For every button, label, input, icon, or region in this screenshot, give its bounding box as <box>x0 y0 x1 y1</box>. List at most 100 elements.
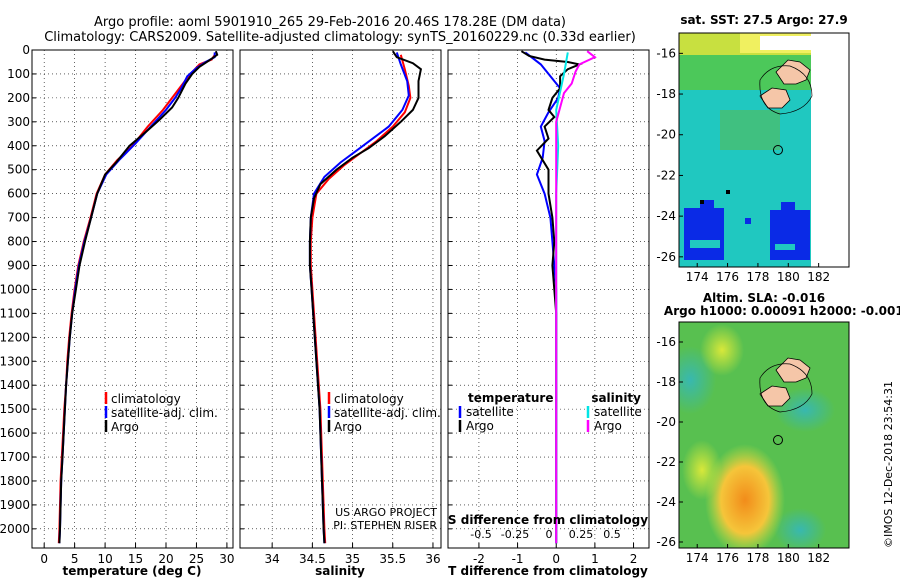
s-tick: 0 <box>546 528 553 541</box>
depth-tick-label: 1200 <box>0 330 30 344</box>
header-line2: Climatology: CARS2009. Satellite-adjuste… <box>44 30 636 45</box>
legend-s-satellite: satellite <box>594 405 642 419</box>
depth-tick-label: 1800 <box>0 474 30 488</box>
s-tick: 0.5 <box>603 528 621 541</box>
map-x-tick-label: 182 <box>807 270 830 284</box>
map-x-tick-label: 182 <box>807 551 830 565</box>
map-y-tick-label: -18 <box>656 87 676 101</box>
map-y-tick-label: -26 <box>656 250 676 264</box>
project-credit: US ARGO PROJECT <box>335 506 437 519</box>
map-x-tick-label: 174 <box>686 270 709 284</box>
x-tick-label: 25 <box>189 552 204 566</box>
map-y-tick-label: -22 <box>656 455 676 469</box>
map-y-tick-label: -18 <box>656 375 676 389</box>
header-line1: Argo profile: aoml 5901910_265 29-Feb-20… <box>94 15 566 30</box>
sla-map-frame <box>678 321 850 549</box>
depth-tick-label: 400 <box>7 139 30 153</box>
x-tick-label: 10 <box>97 552 112 566</box>
series-line <box>57 54 216 544</box>
map-y-tick-label: -20 <box>656 128 676 142</box>
map-y-tick-label: -24 <box>656 209 676 223</box>
sla-map-subtitle: Argo h1000: 0.00091 h2000: -0.0011 <box>664 304 900 318</box>
sst-map-title: sat. SST: 27.5 Argo: 27.9 <box>680 13 847 27</box>
depth-tick-label: 1700 <box>0 450 30 464</box>
legend-argo: Argo <box>111 420 139 434</box>
map-x-tick-label: 178 <box>746 551 769 565</box>
series-line <box>520 50 583 544</box>
s-diff-title: S difference from climatology <box>448 513 648 527</box>
legend-satellite: satellite-adj. clim. <box>111 406 218 420</box>
series-line <box>308 50 423 544</box>
salinity-xlabel: salinity <box>315 564 365 578</box>
series-line <box>309 54 412 544</box>
map-y-tick-label: -22 <box>656 168 676 182</box>
map-y-tick-label: -16 <box>656 335 676 349</box>
sst-map-ticks: 174 176 178 180 182 -16 -18 -20 -22 -24 -26 <box>656 46 830 284</box>
argo-position-marker <box>773 145 783 155</box>
x-tick-label: 36 <box>425 552 440 566</box>
argo-position-marker <box>773 435 783 445</box>
depth-tick-label: 300 <box>7 115 30 129</box>
legend-t-argo: Argo <box>466 419 494 433</box>
depth-tick-label: 1900 <box>0 498 30 512</box>
s-tick: -0.5 <box>470 528 491 541</box>
sla-map-field <box>679 322 849 548</box>
depth-tick-label: 1400 <box>0 378 30 392</box>
series-line <box>555 50 597 544</box>
sst-map-frame <box>678 32 850 268</box>
legend-argo: Argo <box>334 420 362 434</box>
difference-panel <box>447 49 650 549</box>
x-tick-label: -2 <box>473 552 485 566</box>
s-tick: 0.25 <box>569 528 594 541</box>
x-tick-label: 34.5 <box>299 552 326 566</box>
legend-temperature-title: temperature <box>468 391 553 405</box>
map-x-tick-label: 180 <box>777 551 800 565</box>
depth-tick-label: 1300 <box>0 354 30 368</box>
map-x-tick-label: 174 <box>686 551 709 565</box>
legend-climatology: climatology <box>111 392 181 406</box>
map-y-tick-label: -26 <box>656 535 676 549</box>
x-tick-label: 0 <box>40 552 48 566</box>
depth-tick-label: 800 <box>7 235 30 249</box>
depth-tick-label: 500 <box>7 163 30 177</box>
salinity-panel <box>239 49 442 549</box>
x-tick-label: 20 <box>158 552 173 566</box>
temperature-legend: climatology satellite-adj. clim. Argo <box>104 392 218 434</box>
depth-tick-label: 1500 <box>0 402 30 416</box>
sst-map-field <box>679 33 849 267</box>
axes-layer: 0 5 10 15 20 25 300100200300400500600700800900… <box>0 43 637 566</box>
imos-timestamp: ©IMOS 12-Dec-2018 23:54:31 <box>882 381 895 548</box>
map-y-tick-label: -20 <box>656 415 676 429</box>
tdiff-xlabel: T difference from climatology <box>448 564 648 578</box>
map-y-tick-label: -16 <box>656 46 676 60</box>
x-tick-label: 1 <box>591 552 599 566</box>
series-line <box>555 52 569 544</box>
series-line <box>58 52 216 544</box>
map-x-tick-label: 176 <box>716 270 739 284</box>
depth-tick-label: 100 <box>7 67 30 81</box>
depth-tick-label: 2000 <box>0 522 30 536</box>
sla-map-title: Altim. SLA: -0.016 <box>703 291 825 305</box>
depth-tick-label: 200 <box>7 91 30 105</box>
x-tick-label: 5 <box>71 552 79 566</box>
depth-tick-label: 600 <box>7 187 30 201</box>
depth-tick-label: 0 <box>22 43 30 57</box>
s-tick: -0.25 <box>501 528 529 541</box>
x-tick-label: -1 <box>512 552 524 566</box>
x-tick-label: 34 <box>265 552 280 566</box>
depth-tick-label: 700 <box>7 211 30 225</box>
depth-tick-label: 1600 <box>0 426 30 440</box>
pi-credit: PI: STEPHEN RISER <box>333 519 437 532</box>
x-tick-label: 2 <box>630 552 638 566</box>
map-x-tick-label: 180 <box>777 270 800 284</box>
s-diff-ticks: -0.5 -0.25 0 0.25 0.5 <box>470 528 620 541</box>
map-x-tick-label: 176 <box>716 551 739 565</box>
x-tick-label: 30 <box>219 552 234 566</box>
series-layer <box>57 50 597 544</box>
x-tick-label: 35 <box>345 552 360 566</box>
legend-climatology: climatology <box>334 392 404 406</box>
sla-map-ticks: 174 176 178 180 182 -16 -18 -20 -22 -24 -26 <box>656 335 830 565</box>
depth-tick-label: 900 <box>7 258 30 272</box>
x-tick-label: 15 <box>128 552 143 566</box>
